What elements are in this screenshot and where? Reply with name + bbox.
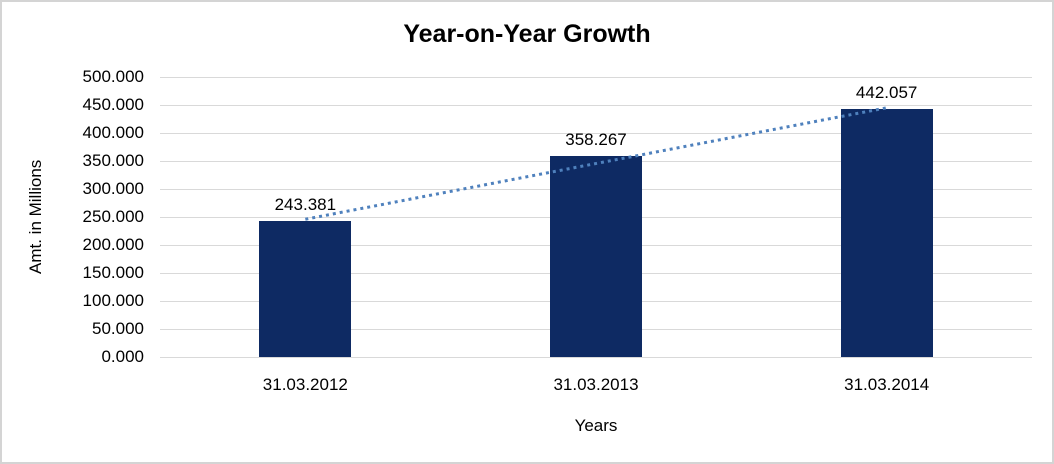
y-axis-tick-label: 200.000	[82, 235, 144, 254]
x-axis-title: Years	[574, 416, 618, 435]
y-axis-tick-label: 150.000	[82, 263, 144, 282]
bar-value-label: 358.267	[565, 130, 627, 150]
bar	[550, 156, 642, 357]
bar	[259, 220, 352, 357]
y-axis-tick-label: 500.000	[82, 67, 144, 86]
x-tick-labels: 31.03.2012 31.03.2013 31.03.2014	[160, 375, 1032, 397]
chart-title: Year-on-Year Growth	[403, 20, 651, 48]
trendline-svg	[305, 106, 887, 221]
y-axis-tick-label: 250.000	[82, 207, 144, 226]
y-axis-tick-label: 50.000	[92, 319, 144, 338]
y-axis-tick-label: 0.000	[101, 347, 144, 366]
y-axis-tick-label: 400.000	[82, 123, 144, 142]
y-tick-labels: 500.000 450.000 400.000 350.000 300.000 250.0…	[2, 67, 144, 366]
gridline	[160, 77, 1032, 78]
y-axis-tick-label: 300.000	[82, 179, 144, 198]
bar-value-label: 243.381	[274, 194, 337, 214]
bar-value-label: 442.057	[855, 83, 918, 103]
trendline	[305, 106, 887, 221]
y-axis-tick-label: 350.000	[82, 151, 144, 170]
x-axis-tick-label: 31.03.2012	[262, 375, 348, 394]
gridline	[160, 357, 1032, 358]
x-axis-tick-label: 31.03.2014	[844, 375, 930, 394]
y-axis-tick-label: 450.000	[82, 95, 144, 114]
x-axis-tick-label: 31.03.2013	[553, 375, 639, 394]
y-axis-tick-label: 100.000	[82, 291, 144, 310]
bar	[840, 109, 933, 357]
plot-area: 243.381 358.267 442.057	[160, 77, 1032, 358]
gridline	[160, 133, 1032, 134]
gridline	[160, 105, 1032, 106]
